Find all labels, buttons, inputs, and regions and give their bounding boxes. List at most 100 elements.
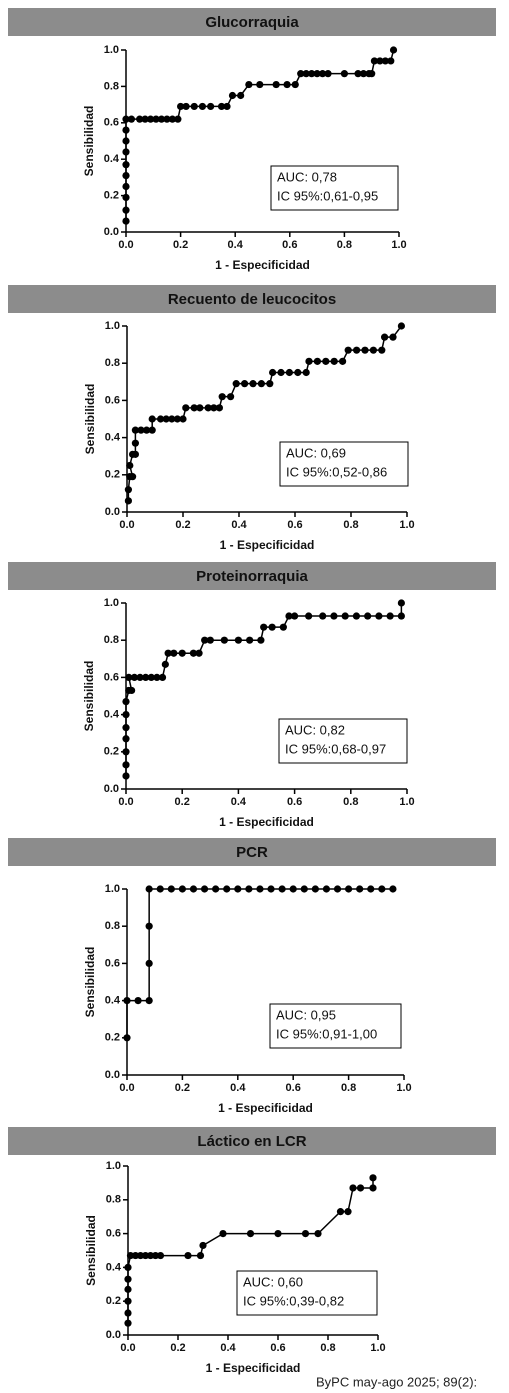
chart-title: Glucorraquia	[205, 14, 299, 31]
annotation: AUC: 0,82	[285, 722, 345, 737]
roc-point	[126, 1251, 135, 1260]
roc-point	[212, 885, 220, 893]
roc-point	[375, 612, 383, 620]
x-tick-label: 0.8	[337, 239, 352, 251]
x-tick-label: 0.8	[343, 796, 358, 808]
roc-point	[349, 1184, 357, 1192]
x-tick-label: 0.6	[286, 1082, 301, 1094]
title-bar	[8, 838, 496, 866]
roc-point	[146, 1251, 155, 1260]
roc-point	[300, 885, 308, 893]
roc-point	[227, 393, 235, 401]
roc-point	[153, 673, 161, 682]
y-tick-label: 0.8	[105, 357, 120, 369]
roc-point	[330, 357, 338, 365]
y-tick-label: 0.4	[106, 1261, 122, 1273]
roc-point	[196, 1251, 205, 1260]
y-tick-label: 0.2	[105, 469, 120, 481]
roc-point	[369, 346, 377, 354]
x-tick-label: 0.2	[175, 1082, 190, 1094]
roc-point	[376, 57, 384, 65]
y-axis-title: Sensibilidad	[82, 661, 96, 732]
y-axis-title: Sensibilidad	[83, 384, 97, 455]
x-axis-title: 1 - Especificidad	[215, 258, 310, 272]
roc-point	[195, 649, 203, 657]
roc-point	[189, 649, 198, 657]
roc-point	[308, 70, 316, 78]
roc-point	[369, 1184, 377, 1192]
roc-point	[124, 497, 132, 505]
roc-point	[161, 660, 169, 668]
roc-point	[189, 885, 198, 893]
roc-point	[302, 368, 310, 377]
roc-point	[122, 171, 130, 180]
x-tick-label: 0.4	[228, 239, 244, 251]
roc-point	[249, 380, 257, 388]
roc-point	[122, 137, 130, 145]
chart-title: Recuento de leucocitos	[168, 291, 336, 308]
roc-point	[285, 368, 293, 377]
roc-point	[122, 161, 130, 169]
y-axis-title: Sensibilidad	[82, 106, 96, 177]
roc-point	[178, 885, 186, 893]
roc-point	[122, 193, 130, 202]
roc-point	[123, 1034, 131, 1042]
roc-point	[131, 426, 139, 434]
roc-point	[152, 115, 160, 123]
roc-point	[124, 1297, 132, 1305]
y-tick-label: 0.0	[105, 506, 120, 518]
x-axis-title: 1 - Especificidad	[206, 1361, 301, 1375]
roc-point	[131, 439, 139, 447]
roc-point	[122, 711, 130, 719]
roc-point	[122, 724, 130, 732]
chart-title: Proteinorraquia	[196, 568, 308, 585]
roc-point	[324, 70, 332, 78]
roc-point	[272, 80, 280, 89]
roc-point	[122, 697, 130, 706]
annotation: IC 95%:0,61-0,95	[277, 188, 378, 203]
roc-point	[301, 1230, 310, 1238]
roc-point	[234, 636, 242, 644]
roc-point	[352, 612, 361, 620]
roc-point	[122, 148, 130, 156]
roc-point	[137, 426, 145, 434]
roc-point	[157, 115, 166, 123]
y-tick-label: 0.8	[104, 80, 119, 92]
roc-point	[124, 1263, 132, 1271]
roc-point	[322, 357, 330, 365]
roc-point	[145, 922, 153, 930]
roc-point	[313, 357, 321, 365]
roc-point	[145, 959, 153, 968]
roc-point	[266, 380, 274, 388]
roc-point	[256, 885, 264, 893]
y-tick-label: 0.4	[105, 432, 121, 444]
roc-point	[136, 115, 144, 123]
x-tick-label: 0.0	[120, 1342, 135, 1354]
roc-point	[158, 673, 167, 682]
roc-point	[201, 636, 209, 644]
footer: ByPC may-ago 2025; 89(2):	[316, 1374, 477, 1389]
roc-point	[168, 115, 177, 123]
roc-point	[386, 612, 394, 620]
x-tick-label: 0.4	[231, 519, 247, 531]
roc-point	[199, 1241, 207, 1250]
roc-point	[148, 415, 156, 423]
roc-point	[156, 885, 164, 893]
x-tick-label: 0.0	[119, 519, 134, 531]
roc-point	[136, 673, 144, 682]
x-tick-label: 0.8	[320, 1342, 335, 1354]
roc-point	[156, 1251, 165, 1260]
roc-point	[278, 885, 286, 893]
y-axis-title: Sensibilidad	[83, 947, 97, 1018]
x-tick-label: 0.2	[170, 1342, 185, 1354]
y-tick-label: 0.8	[106, 1194, 121, 1206]
y-tick-label: 1.0	[106, 1160, 121, 1172]
annotation-box	[270, 165, 399, 211]
roc-point	[147, 673, 155, 682]
annotation: AUC: 0,78	[277, 169, 337, 184]
roc-point	[246, 636, 254, 644]
annotation-box	[236, 1270, 378, 1316]
roc-point	[257, 636, 265, 644]
roc-point	[182, 102, 190, 111]
roc-point	[268, 623, 276, 631]
